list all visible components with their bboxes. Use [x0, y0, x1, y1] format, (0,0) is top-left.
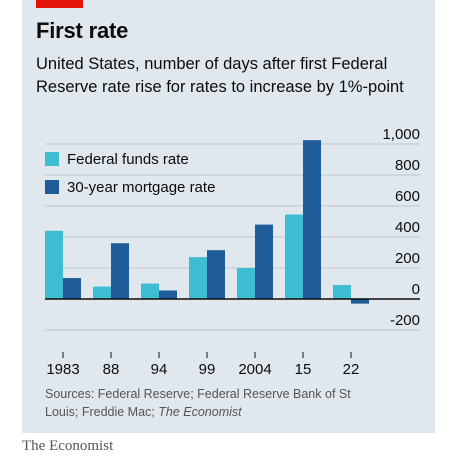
x-axis-ticks: 1983 88 94 99 2004 15 22 — [46, 352, 359, 378]
source-text: Sources: Federal Reserve; Federal Reserv… — [45, 387, 351, 419]
source-italic-text: The Economist — [158, 405, 242, 419]
bar-mortgage-22 — [351, 299, 369, 304]
x-tick-label: 88 — [103, 361, 120, 378]
legend-label: 30-year mortgage rate — [67, 179, 215, 196]
bar-fed-funds-88 — [93, 286, 111, 299]
bar-fed-funds-1983 — [45, 230, 63, 299]
x-tick-label: 99 — [199, 361, 216, 378]
y-tick-label: 200 — [395, 250, 420, 267]
x-tick-label: 94 — [151, 361, 168, 378]
y-axis-ticks: 1,000 800 600 400 200 0 -200 — [382, 126, 420, 329]
bar-mortgage-2004 — [255, 224, 273, 299]
bar-mortgage-99 — [207, 250, 225, 299]
legend: Federal funds rate 30-year mortgage rate — [45, 151, 215, 196]
y-tick-label: -200 — [390, 312, 420, 329]
chart-subtitle: United States, number of days after firs… — [36, 55, 404, 96]
x-tick-label: 15 — [295, 361, 312, 378]
brand-red-tag — [36, 0, 83, 8]
bar-fed-funds-15 — [285, 214, 303, 299]
brand-logo-text: The Economist — [22, 438, 114, 454]
bar-mortgage-1983 — [63, 278, 81, 299]
legend-swatch — [45, 152, 59, 166]
bar-mortgage-88 — [111, 243, 129, 299]
bar-mortgage-15 — [303, 140, 321, 299]
chart-panel — [22, 0, 435, 433]
y-tick-label: 400 — [395, 219, 420, 236]
y-tick-label: 0 — [412, 281, 420, 298]
y-tick-label: 1,000 — [382, 126, 420, 143]
gridlines — [45, 143, 420, 331]
x-tick-label: 2004 — [238, 361, 271, 378]
y-tick-label: 800 — [395, 157, 420, 174]
bars — [45, 140, 369, 304]
bar-fed-funds-94 — [141, 283, 159, 299]
bar-mortgage-94 — [159, 290, 177, 299]
bar-fed-funds-99 — [189, 257, 207, 299]
source-note: Sources: Federal Reserve; Federal Reserv… — [45, 385, 375, 421]
bar-fed-funds-2004 — [237, 268, 255, 299]
bar-fed-funds-22 — [333, 285, 351, 299]
y-tick-label: 600 — [395, 188, 420, 205]
legend-label: Federal funds rate — [67, 151, 189, 168]
x-tick-label: 1983 — [46, 361, 79, 378]
x-tick-label: 22 — [343, 361, 360, 378]
legend-swatch — [45, 180, 59, 194]
chart-title: First rate — [36, 18, 129, 43]
